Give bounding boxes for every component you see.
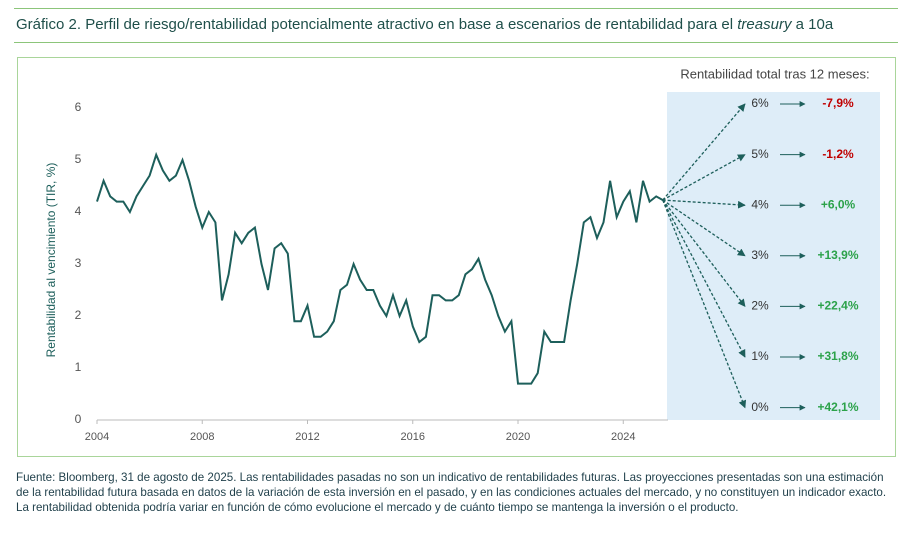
x-tick-label: 2020 xyxy=(506,431,530,443)
y-tick-label: 6 xyxy=(75,100,82,114)
projection-area xyxy=(667,92,880,420)
y-tick-label: 5 xyxy=(75,152,82,166)
scenario-arrow xyxy=(662,199,746,209)
scenario-return: +31,8% xyxy=(817,349,858,363)
scenario-yield: 6% xyxy=(751,96,769,110)
x-tick-label: 2016 xyxy=(401,431,425,443)
scenario-return: +6,0% xyxy=(821,197,856,211)
y-tick-label: 0 xyxy=(75,412,82,426)
scenario-yield: 4% xyxy=(751,197,769,211)
x-tick-label: 2008 xyxy=(190,431,214,443)
scenario-yield: 1% xyxy=(751,349,769,363)
x-tick-label: 2024 xyxy=(611,431,635,443)
scenario-return: +13,9% xyxy=(817,248,858,262)
scenario-arrow xyxy=(662,154,746,201)
chart-frame xyxy=(17,57,896,457)
scenario-return: +22,4% xyxy=(817,299,858,313)
title-italic: treasury xyxy=(737,16,792,33)
y-axis-label: Rentabilidad al vencimiento (TIR, %) xyxy=(44,163,58,358)
chart-title: Gráfico 2. Perfil de riesgo/rentabilidad… xyxy=(14,8,898,43)
scenario-arrow xyxy=(662,199,746,257)
chart: Rentabilidad total tras 12 meses: Rentab… xyxy=(44,66,880,443)
yield-line xyxy=(96,151,664,385)
y-tick-label: 1 xyxy=(75,360,82,374)
scenario-yield: 5% xyxy=(751,147,769,161)
y-tick-label: 4 xyxy=(75,204,82,218)
scenario-arrow xyxy=(662,103,746,201)
source-note: Fuente: Bloomberg, 31 de agosto de 2025.… xyxy=(16,471,887,514)
scenario-return: -1,2% xyxy=(822,147,854,161)
y-tick-label: 2 xyxy=(75,308,82,322)
scenario-yield: 2% xyxy=(751,299,769,313)
scenario-arrow xyxy=(662,199,747,409)
x-tick-label: 2004 xyxy=(85,431,109,443)
scenario-return: +42,1% xyxy=(817,400,858,414)
scenario-arrow xyxy=(662,199,746,358)
title-text: Gráfico 2. Perfil de riesgo/rentabilidad… xyxy=(16,16,734,33)
scenario-arrow xyxy=(662,199,746,308)
x-tick-label: 2012 xyxy=(295,431,319,443)
title-text: a 10a xyxy=(795,16,834,33)
scenario-yield: 3% xyxy=(751,248,769,262)
scenario-return: -7,9% xyxy=(822,96,854,110)
scenario-title: Rentabilidad total tras 12 meses: xyxy=(680,66,869,81)
scenario-yield: 0% xyxy=(751,400,769,414)
y-tick-label: 3 xyxy=(75,256,82,270)
